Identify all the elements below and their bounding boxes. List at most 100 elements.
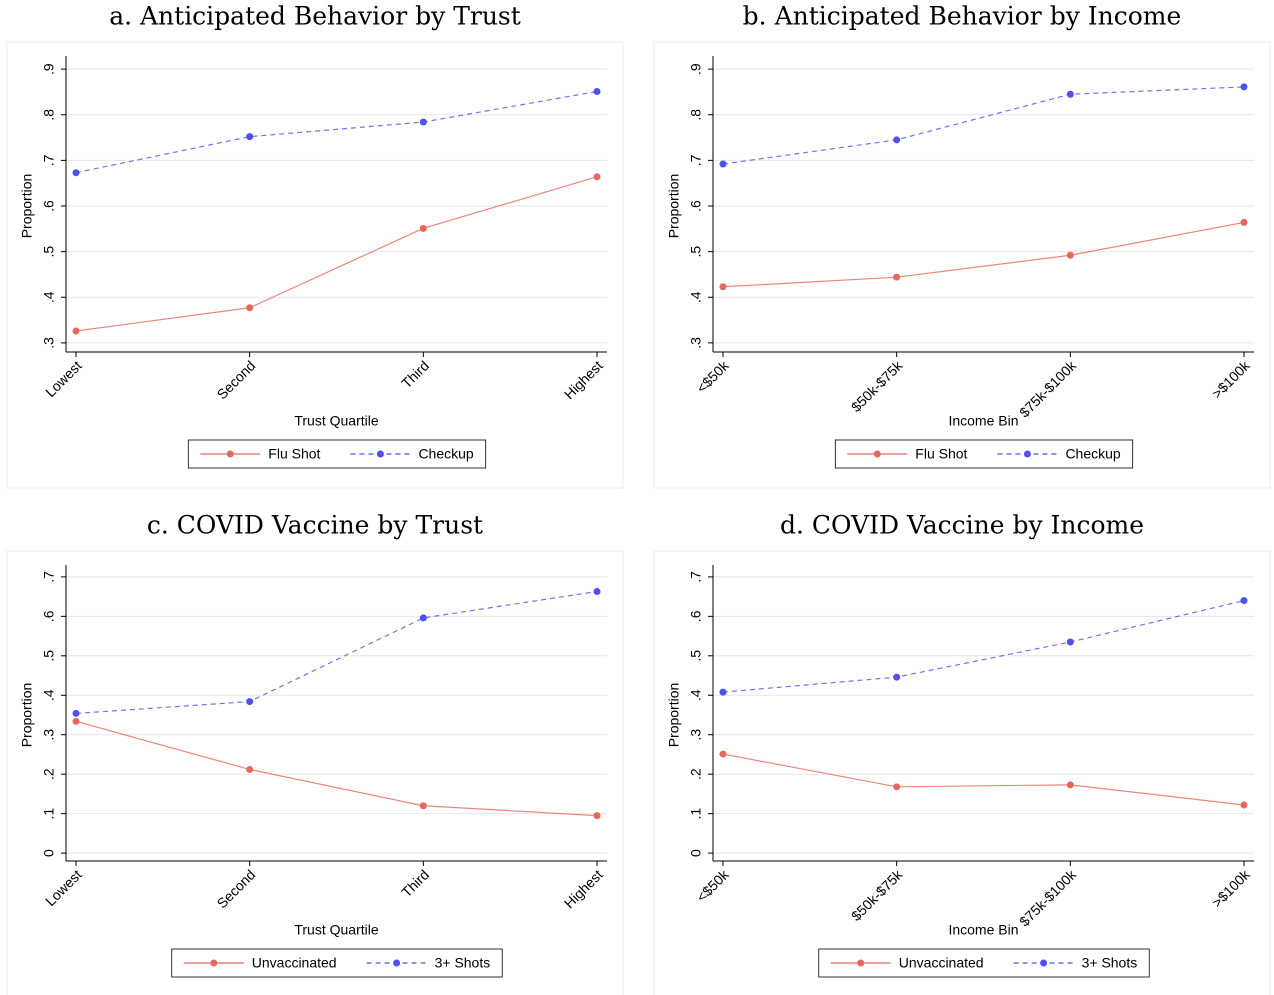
legend-item: Checkup xyxy=(350,446,474,462)
data-point xyxy=(893,273,901,281)
y-tick-label: .9 xyxy=(688,63,704,75)
y-tick-label: .7 xyxy=(688,571,704,583)
y-tick-label: .2 xyxy=(688,768,704,780)
y-axis-title: Proportion xyxy=(666,683,682,748)
x-tick-label: Highest xyxy=(561,866,606,911)
data-point xyxy=(593,87,601,95)
y-tick-label: .3 xyxy=(41,729,57,741)
legend-label: Unvaccinated xyxy=(252,955,337,971)
data-point xyxy=(1066,251,1074,259)
series-line xyxy=(75,720,598,817)
y-tick-label: 0 xyxy=(688,849,704,857)
legend-item: Unvaccinated xyxy=(830,955,984,971)
y-tick-label: .4 xyxy=(41,291,57,303)
x-tick-label: Lowest xyxy=(42,866,85,909)
legend-swatch-marker xyxy=(1040,959,1048,967)
data-point xyxy=(1066,90,1074,98)
data-point xyxy=(893,673,901,681)
legend-label: Checkup xyxy=(1065,446,1120,462)
legend-label: Unvaccinated xyxy=(899,955,984,971)
data-point xyxy=(893,136,901,144)
y-tick-label: .8 xyxy=(41,109,57,121)
data-point xyxy=(72,169,80,177)
data-point xyxy=(719,160,727,168)
data-point xyxy=(593,812,601,820)
panel-title: b. Anticipated Behavior by Income xyxy=(743,2,1182,31)
series-line xyxy=(75,90,598,174)
y-axis-title: Proportion xyxy=(666,174,682,239)
series-line xyxy=(722,753,1245,806)
y-tick-label: .3 xyxy=(688,729,704,741)
x-tick-label: >$100k xyxy=(1209,866,1254,911)
y-tick-label: .2 xyxy=(41,768,57,780)
series-line xyxy=(75,590,598,715)
y-tick-label: .4 xyxy=(41,689,57,701)
y-axis-title: Proportion xyxy=(19,683,35,748)
panel-title: c. COVID Vaccine by Trust xyxy=(147,511,483,540)
legend-swatch-marker xyxy=(857,959,865,967)
legend-label: Checkup xyxy=(418,446,473,462)
data-point xyxy=(893,783,901,791)
x-tick-label: <$50k xyxy=(693,357,732,396)
y-tick-label: .6 xyxy=(41,200,57,212)
data-point xyxy=(1240,597,1248,605)
y-tick-label: .5 xyxy=(688,650,704,662)
data-point xyxy=(719,688,727,696)
x-tick-label: Lowest xyxy=(42,357,85,400)
x-tick-label: Highest xyxy=(561,357,606,402)
y-tick-label: .6 xyxy=(688,200,704,212)
data-point xyxy=(72,709,80,717)
panel-frame xyxy=(653,550,1271,995)
x-tick-label: Second xyxy=(214,357,259,402)
legend-swatch-marker xyxy=(1023,450,1031,458)
x-tick-label: $50k-$75k xyxy=(848,357,906,415)
data-point xyxy=(419,802,427,810)
data-point xyxy=(246,304,254,312)
panel: d. COVID Vaccine by Income 0 .1 .2 .3 .4 .5 .6.… xyxy=(653,511,1271,995)
y-tick-label: .5 xyxy=(41,246,57,258)
y-tick-label: .7 xyxy=(41,154,57,166)
legend-item: 3+ Shots xyxy=(1013,955,1138,971)
data-point xyxy=(419,614,427,622)
y-tick-label: .4 xyxy=(688,689,704,701)
data-point xyxy=(72,717,80,725)
y-tick-label: .1 xyxy=(41,808,57,820)
y-tick-label: .4 xyxy=(688,291,704,303)
data-point xyxy=(593,587,601,595)
series-line xyxy=(722,599,1245,693)
panel-frame xyxy=(6,41,624,489)
y-tick-label: .5 xyxy=(41,650,57,662)
legend-swatch-marker xyxy=(393,959,401,967)
legend-box xyxy=(187,439,487,469)
y-tick-label: .8 xyxy=(688,109,704,121)
x-tick-label: Third xyxy=(398,357,432,391)
x-tick-label: $75k-$100k xyxy=(1016,866,1080,930)
y-tick-label: 0 xyxy=(41,849,57,857)
data-point xyxy=(719,283,727,291)
data-point xyxy=(246,133,254,141)
legend: Flu Shot Checkup xyxy=(187,439,487,469)
x-tick-label: $50k-$75k xyxy=(848,866,906,924)
legend: Unvaccinated 3+ Shots xyxy=(171,948,503,978)
data-point xyxy=(593,173,601,181)
legend-label: 3+ Shots xyxy=(1082,955,1138,971)
legend-swatch-marker xyxy=(226,450,234,458)
x-axis-title: Trust Quartile xyxy=(294,413,378,429)
legend-item: Checkup xyxy=(997,446,1121,462)
legend-item: Flu Shot xyxy=(847,446,968,462)
y-tick-label: .1 xyxy=(688,808,704,820)
y-tick-label: .9 xyxy=(41,63,57,75)
data-point xyxy=(246,765,254,773)
panel-frame xyxy=(653,41,1271,489)
x-tick-label: >$100k xyxy=(1209,357,1254,402)
x-axis-title: Income Bin xyxy=(948,413,1018,429)
panel: b. Anticipated Behavior by Income .3 .4 .5.… xyxy=(653,2,1271,489)
legend-item: Flu Shot xyxy=(200,446,321,462)
panel: a. Anticipated Behavior by Trust .3 .4 .5 .6… xyxy=(6,2,624,489)
x-tick-label: Third xyxy=(398,866,432,900)
panel-title: a. Anticipated Behavior by Trust xyxy=(109,2,521,31)
y-tick-label: .6 xyxy=(41,610,57,622)
data-point xyxy=(1240,83,1248,91)
x-axis-title: Income Bin xyxy=(948,922,1018,938)
